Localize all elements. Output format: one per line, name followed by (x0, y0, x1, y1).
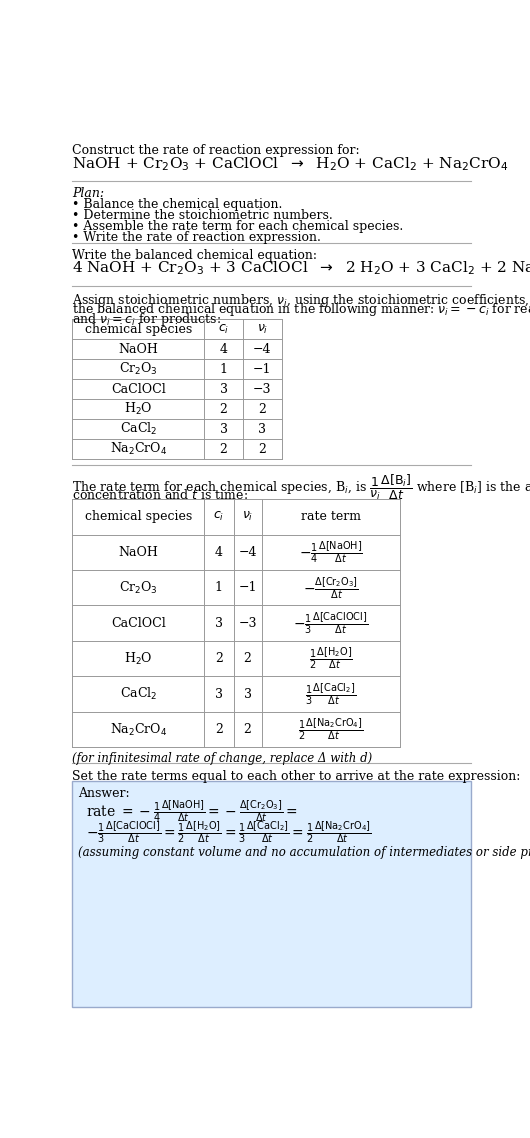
Text: (assuming constant volume and no accumulation of intermediates or side products): (assuming constant volume and no accumul… (78, 846, 530, 859)
Text: rate $= -\frac{1}{4}\frac{\Delta[\mathrm{NaOH}]}{\Delta t} = -\frac{\Delta[\math: rate $= -\frac{1}{4}\frac{\Delta[\mathrm… (86, 798, 297, 824)
Text: concentration and $t$ is time:: concentration and $t$ is time: (73, 488, 249, 503)
Text: Write the balanced chemical equation:: Write the balanced chemical equation: (73, 249, 317, 262)
Text: −4: −4 (238, 546, 257, 559)
Text: 1: 1 (219, 363, 227, 376)
Text: 3: 3 (219, 422, 227, 436)
Text: $-\frac{1}{4}\frac{\Delta[\mathrm{NaOH}]}{\Delta t}$: $-\frac{1}{4}\frac{\Delta[\mathrm{NaOH}]… (298, 539, 363, 566)
Text: 2: 2 (259, 443, 266, 455)
Text: Construct the rate of reaction expression for:: Construct the rate of reaction expressio… (73, 145, 360, 157)
Text: The rate term for each chemical species, B$_i$, is $\dfrac{1}{\nu_i}\dfrac{\Delt: The rate term for each chemical species,… (73, 473, 530, 502)
Text: 3: 3 (258, 422, 267, 436)
Text: H$_2$O: H$_2$O (124, 401, 153, 418)
Text: Answer:: Answer: (78, 787, 129, 800)
Text: Plan:: Plan: (73, 188, 104, 200)
Text: 2: 2 (219, 403, 227, 415)
Text: • Assemble the rate term for each chemical species.: • Assemble the rate term for each chemic… (73, 220, 404, 232)
Text: 2: 2 (259, 403, 266, 415)
Text: 2: 2 (244, 652, 252, 665)
Text: • Determine the stoichiometric numbers.: • Determine the stoichiometric numbers. (73, 209, 333, 222)
Text: $-\frac{1}{3}\frac{\Delta[\mathrm{CaClOCl}]}{\Delta t} = \frac{1}{2}\frac{\Delta: $-\frac{1}{3}\frac{\Delta[\mathrm{CaClOC… (86, 819, 371, 846)
Text: • Write the rate of reaction expression.: • Write the rate of reaction expression. (73, 231, 321, 244)
Text: 1: 1 (215, 582, 223, 594)
Text: 3: 3 (215, 687, 223, 701)
Text: 3: 3 (244, 687, 252, 701)
Text: the balanced chemical equation in the following manner: $\nu_i = -c_i$ for react: the balanced chemical equation in the fo… (73, 302, 530, 319)
Text: Na$_2$CrO$_4$: Na$_2$CrO$_4$ (110, 442, 167, 457)
FancyBboxPatch shape (73, 781, 471, 1007)
Text: 2: 2 (215, 723, 223, 736)
Text: chemical species: chemical species (85, 322, 192, 336)
Text: • Balance the chemical equation.: • Balance the chemical equation. (73, 198, 283, 212)
Text: 3: 3 (219, 382, 227, 396)
Text: CaClOCl: CaClOCl (111, 382, 166, 396)
Text: −1: −1 (253, 363, 271, 376)
Text: $\frac{1}{2}\frac{\Delta[\mathrm{H_2O}]}{\Delta t}$: $\frac{1}{2}\frac{\Delta[\mathrm{H_2O}]}… (308, 645, 352, 671)
Text: −1: −1 (238, 582, 257, 594)
Text: CaCl$_2$: CaCl$_2$ (120, 686, 157, 702)
Text: $\nu_i$: $\nu_i$ (242, 510, 253, 523)
Text: CaClOCl: CaClOCl (111, 617, 166, 629)
Text: (for infinitesimal rate of change, replace Δ with d): (for infinitesimal rate of change, repla… (73, 752, 373, 765)
Text: 2: 2 (215, 652, 223, 665)
Text: NaOH: NaOH (118, 343, 158, 355)
Text: $c_i$: $c_i$ (218, 322, 229, 336)
Text: Cr$_2$O$_3$: Cr$_2$O$_3$ (119, 579, 158, 596)
Text: Na$_2$CrO$_4$: Na$_2$CrO$_4$ (110, 721, 167, 737)
Text: 2: 2 (219, 443, 227, 455)
Text: NaOH: NaOH (118, 546, 158, 559)
Text: $-\frac{1}{3}\frac{\Delta[\mathrm{CaClOCl}]}{\Delta t}$: $-\frac{1}{3}\frac{\Delta[\mathrm{CaClOC… (293, 610, 368, 636)
Text: 4: 4 (219, 343, 227, 355)
Text: rate term: rate term (301, 511, 360, 523)
Text: $\nu_i$: $\nu_i$ (257, 322, 268, 336)
Text: 4 NaOH + Cr$_2$O$_3$ + 3 CaClOCl  $\rightarrow$  2 H$_2$O + 3 CaCl$_2$ + 2 Na$_2: 4 NaOH + Cr$_2$O$_3$ + 3 CaClOCl $\right… (73, 259, 530, 278)
Text: $\frac{1}{2}\frac{\Delta[\mathrm{Na_2CrO_4}]}{\Delta t}$: $\frac{1}{2}\frac{\Delta[\mathrm{Na_2CrO… (298, 717, 363, 742)
Text: −3: −3 (238, 617, 257, 629)
Text: −3: −3 (253, 382, 271, 396)
Text: NaOH + Cr$_2$O$_3$ + CaClOCl  $\rightarrow$  H$_2$O + CaCl$_2$ + Na$_2$CrO$_4$: NaOH + Cr$_2$O$_3$ + CaClOCl $\rightarro… (73, 155, 509, 173)
Text: chemical species: chemical species (85, 511, 192, 523)
Text: Cr$_2$O$_3$: Cr$_2$O$_3$ (119, 361, 158, 377)
Text: H$_2$O: H$_2$O (124, 651, 153, 667)
Text: 2: 2 (244, 723, 252, 736)
Text: 3: 3 (215, 617, 223, 629)
Text: $-\frac{\Delta[\mathrm{Cr_2O_3}]}{\Delta t}$: $-\frac{\Delta[\mathrm{Cr_2O_3}]}{\Delta… (303, 575, 358, 601)
Text: $\frac{1}{3}\frac{\Delta[\mathrm{CaCl_2}]}{\Delta t}$: $\frac{1}{3}\frac{\Delta[\mathrm{CaCl_2}… (305, 682, 356, 707)
Text: Set the rate terms equal to each other to arrive at the rate expression:: Set the rate terms equal to each other t… (73, 770, 521, 783)
Text: and $\nu_i = c_i$ for products:: and $\nu_i = c_i$ for products: (73, 311, 222, 328)
Text: Assign stoichiometric numbers, $\nu_i$, using the stoichiometric coefficients, $: Assign stoichiometric numbers, $\nu_i$, … (73, 292, 530, 310)
Text: CaCl$_2$: CaCl$_2$ (120, 421, 157, 437)
Text: −4: −4 (253, 343, 271, 355)
Text: $c_i$: $c_i$ (213, 510, 225, 523)
Text: 4: 4 (215, 546, 223, 559)
